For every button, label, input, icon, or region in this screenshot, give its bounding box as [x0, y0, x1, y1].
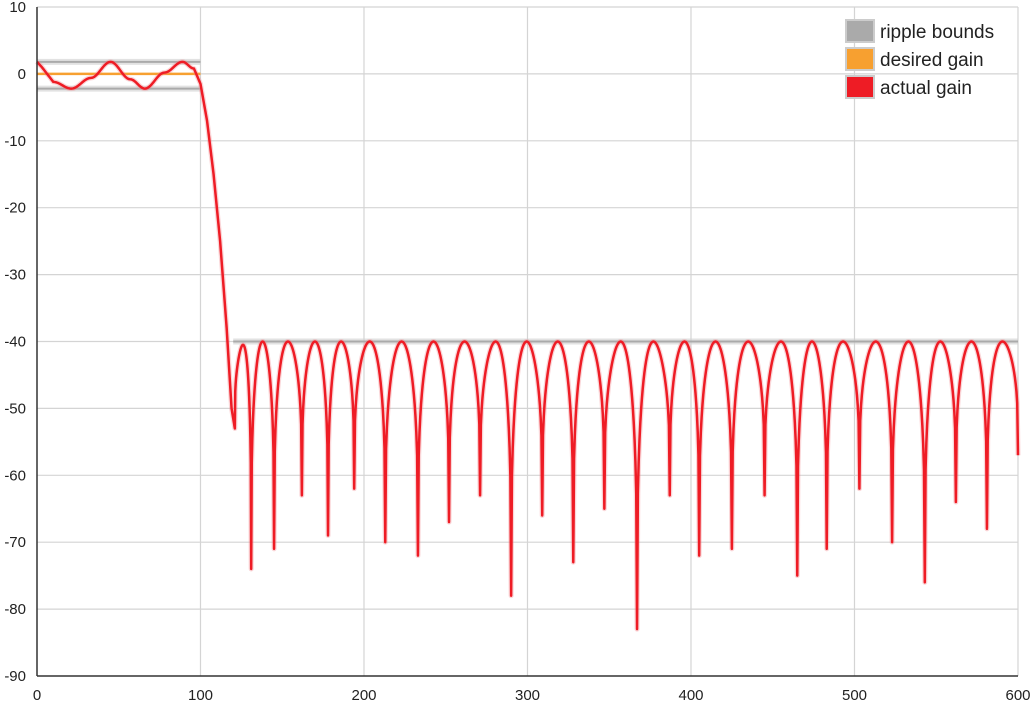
legend-item-desired-gain: desired gain — [845, 47, 984, 71]
x-tick-label: 0 — [33, 687, 41, 704]
x-tick-label: 100 — [188, 687, 213, 704]
axes-layer: 0 100 200 300 400 500 600100-10-20-30-40-50-60… — [4, 0, 1030, 704]
y-tick-label: -10 — [4, 133, 26, 150]
y-tick-label: -90 — [4, 668, 26, 685]
legend-swatch-ripple-bounds — [845, 19, 875, 43]
legend-item-ripple-bounds: ripple bounds — [845, 19, 994, 43]
x-tick-label: 200 — [351, 687, 376, 704]
y-tick-label: 0 — [18, 66, 26, 83]
y-tick-label: -60 — [4, 467, 26, 484]
y-tick-label: 10 — [9, 0, 26, 16]
y-tick-label: -20 — [4, 200, 26, 217]
actual-gain-line — [36, 60, 1020, 631]
ripple-bounds-layer — [37, 58, 1018, 345]
y-tick-label: -70 — [4, 534, 26, 551]
legend-swatch-actual-gain — [845, 75, 875, 99]
x-tick-label: 300 — [515, 687, 540, 704]
x-tick-label: 400 — [678, 687, 703, 704]
legend-item-actual-gain: actual gain — [845, 75, 972, 99]
y-tick-label: -50 — [4, 400, 26, 417]
legend-label-desired-gain: desired gain — [880, 50, 984, 71]
y-tick-label: -80 — [4, 601, 26, 618]
legend-label-ripple-bounds: ripple bounds — [880, 22, 994, 43]
y-tick-label: -30 — [4, 267, 26, 284]
y-tick-label: -40 — [4, 334, 26, 351]
legend-swatch-desired-gain — [845, 47, 875, 71]
x-tick-label: 500 — [842, 687, 867, 704]
legend: ripple bounds desired gain actual gain — [845, 19, 994, 99]
actual-gain-layer — [34, 59, 1021, 632]
x-tick-label: 600 — [1005, 687, 1030, 704]
legend-label-actual-gain: actual gain — [880, 78, 972, 99]
